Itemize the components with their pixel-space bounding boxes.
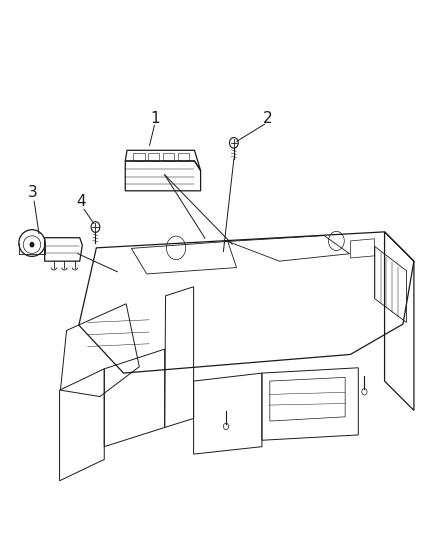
Circle shape xyxy=(30,243,34,247)
Bar xyxy=(148,153,159,161)
Text: 4: 4 xyxy=(76,194,85,209)
Bar xyxy=(163,153,174,161)
Bar xyxy=(178,153,189,161)
Text: 3: 3 xyxy=(28,185,37,200)
Bar xyxy=(133,153,145,161)
Text: 1: 1 xyxy=(150,111,160,126)
Text: 2: 2 xyxy=(263,111,273,126)
